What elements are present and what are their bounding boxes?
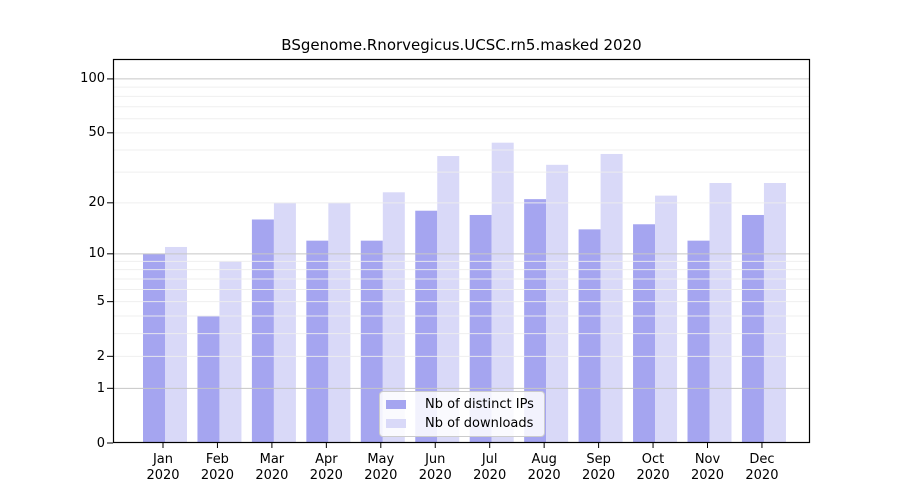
y-tick-label-50: 50 [88, 125, 105, 141]
bar-downloads-mar [273, 202, 296, 443]
x-tick-label-mar: Mar 2020 [240, 452, 304, 484]
bar-downloads-apr [328, 202, 351, 443]
x-tick-year: 2020 [745, 468, 779, 483]
x-tick-month: Aug [531, 452, 557, 467]
bar-downloads-oct [655, 195, 678, 443]
bar-downloads-aug [546, 164, 569, 443]
x-tick-label-apr: Apr 2020 [294, 452, 358, 484]
bar-downloads-dec [763, 182, 786, 444]
y-tick-label-5: 5 [96, 294, 105, 310]
bar-distinct-ips-aug [524, 199, 547, 443]
y-tick-label-10: 10 [88, 246, 105, 262]
x-tick-year: 2020 [582, 468, 616, 483]
x-tick-year: 2020 [255, 468, 289, 483]
x-tick-label-jun: Jun 2020 [403, 452, 467, 484]
bar-distinct-ips-mar [251, 219, 274, 443]
legend-label-downloads: Nb of downloads [425, 416, 534, 431]
bar-distinct-ips-jun [415, 210, 438, 443]
x-tick-month: Mar [259, 452, 285, 467]
y-tick-label-2: 2 [96, 348, 105, 364]
x-tick-year: 2020 [636, 468, 670, 483]
x-tick-year: 2020 [690, 468, 725, 483]
x-tick-label-jan: Jan 2020 [131, 452, 195, 484]
legend-item-downloads: Nb of downloads [386, 416, 536, 431]
x-tick-year: 2020 [146, 468, 180, 483]
bar-distinct-ips-sep [578, 229, 601, 443]
x-tick-label-jul: Jul 2020 [458, 452, 522, 484]
x-tick-label-feb: Feb 2020 [185, 452, 249, 484]
legend-swatch-downloads [386, 419, 406, 428]
bar-distinct-ips-apr [306, 240, 329, 443]
x-tick-year: 2020 [200, 468, 234, 483]
x-tick-label-dec: Dec 2020 [730, 452, 794, 484]
x-tick-label-sep: Sep 2020 [567, 452, 631, 484]
x-tick-month: Jun [425, 452, 446, 467]
bar-downloads-jan [165, 246, 187, 443]
legend-swatch-distinct-ips [386, 400, 406, 409]
bar-distinct-ips-dec [741, 214, 764, 443]
legend-item-distinct-ips: Nb of distinct IPs [386, 397, 536, 412]
bar-distinct-ips-jan [143, 253, 165, 443]
y-tick-label-20: 20 [88, 195, 105, 211]
legend-label-distinct-ips: Nb of distinct IPs [425, 397, 534, 412]
x-tick-year: 2020 [364, 468, 398, 483]
x-tick-month: May [367, 452, 395, 467]
y-tick-label-0: 0 [96, 435, 105, 451]
x-tick-year: 2020 [527, 468, 561, 483]
x-tick-month: Apr [315, 452, 338, 467]
x-tick-month: Jan [152, 452, 174, 467]
x-tick-year: 2020 [473, 468, 507, 483]
x-tick-year: 2020 [418, 468, 452, 483]
bar-distinct-ips-nov [687, 240, 710, 443]
x-tick-month: Jul [481, 452, 498, 467]
x-tick-label-aug: Aug 2020 [512, 452, 576, 484]
x-tick-year: 2020 [309, 468, 343, 483]
x-tick-month: Oct [641, 452, 665, 467]
bar-distinct-ips-may [360, 240, 383, 443]
x-tick-label-may: May 2020 [349, 452, 413, 484]
x-tick-month: Dec [749, 452, 775, 467]
x-tick-month: Feb [205, 452, 229, 467]
legend: Nb of distinct IPs Nb of downloads [379, 391, 545, 437]
bar-downloads-jun [437, 156, 460, 443]
y-tick-label-1: 1 [96, 380, 105, 396]
bar-downloads-sep [600, 153, 623, 444]
x-tick-month: Nov [694, 452, 721, 467]
bar-downloads-feb [219, 261, 242, 443]
x-tick-label-oct: Oct 2020 [621, 452, 685, 484]
bar-distinct-ips-feb [197, 316, 220, 443]
y-tick-label-100: 100 [80, 71, 105, 87]
bar-downloads-nov [709, 182, 732, 444]
bar-downloads-may [382, 192, 405, 443]
chart-title: BSgenome.Rnorvegicus.UCSC.rn5.masked 202… [281, 36, 642, 54]
x-tick-label-nov: Nov 2020 [676, 452, 740, 484]
plot-frame [112, 58, 811, 444]
bar-distinct-ips-jul [469, 214, 492, 443]
x-tick-month: Sep [586, 452, 611, 467]
bar-downloads-jul [491, 142, 514, 443]
